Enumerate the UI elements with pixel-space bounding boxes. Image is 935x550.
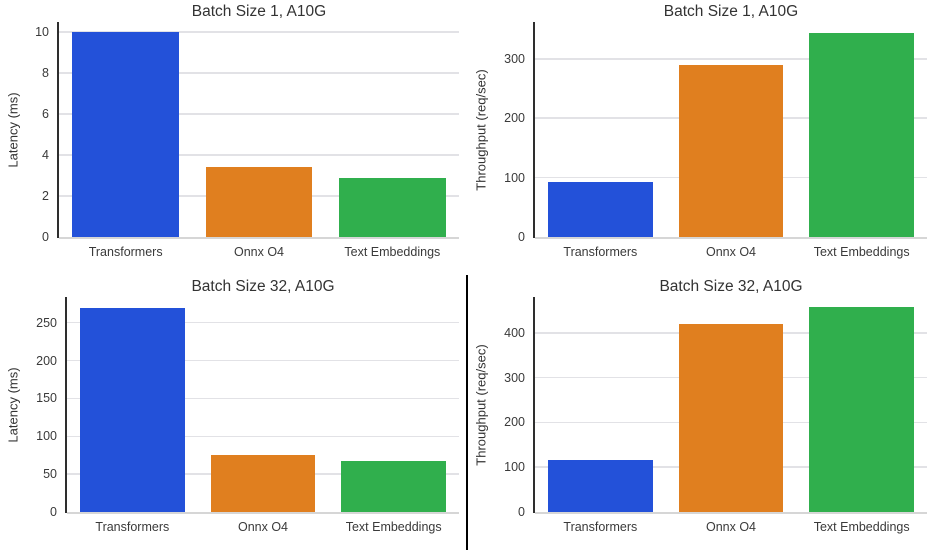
- bar-transformers: [80, 307, 185, 512]
- x-tick-label: Text Embeddings: [813, 520, 910, 534]
- y-tick-label: 0: [42, 230, 49, 244]
- bar-transformers: [548, 460, 653, 512]
- y-axis-label: Throughput (req/sec): [473, 343, 489, 466]
- y-tick-label: 6: [42, 107, 49, 122]
- y-gridline: [67, 435, 459, 438]
- y-tick-label: 200: [504, 415, 525, 430]
- chart-throughput-batch1: Batch Size 1, A10G Throughput (req/sec) 0 1…: [468, 0, 935, 275]
- x-tick-label: Transformers: [563, 245, 638, 259]
- y-axis-spine: [65, 297, 67, 513]
- y-tick-label: 100: [36, 429, 57, 444]
- y-gridline: [67, 321, 459, 324]
- chart-throughput-batch32: Batch Size 32, A10G Throughput (req/sec) 0…: [468, 275, 935, 550]
- bar-onnx-o4: [210, 455, 316, 512]
- y-tick-label: 150: [36, 391, 57, 406]
- bar-text-embeddings: [341, 460, 446, 512]
- bar-transformers: [548, 182, 653, 237]
- y-tick-label: 300: [504, 370, 525, 385]
- y-axis-spine: [533, 22, 535, 238]
- y-axis-spine: [57, 22, 59, 238]
- chart-title: Batch Size 1, A10G: [663, 3, 799, 20]
- y-tick-label: 4: [42, 148, 49, 163]
- x-tick-label: Text Embeddings: [344, 245, 441, 259]
- vertical-divider-line: [466, 275, 468, 550]
- bar-onnx-o4: [678, 323, 784, 512]
- x-axis-baseline: [535, 512, 927, 514]
- y-gridline: [59, 31, 459, 33]
- x-tick-label: Transformers: [95, 520, 170, 534]
- y-tick-label: 200: [36, 353, 57, 368]
- x-axis-baseline: [535, 237, 927, 239]
- y-gridline: [59, 154, 459, 156]
- y-axis-label: Throughput (req/sec): [473, 68, 489, 191]
- y-tick-label: 300: [504, 51, 525, 66]
- y-axis-label: Latency (ms): [5, 366, 21, 443]
- y-tick-label: 10: [35, 25, 49, 40]
- y-gridline: [67, 397, 459, 400]
- bar-onnx-o4: [205, 167, 313, 237]
- y-tick-label: 100: [504, 460, 525, 475]
- y-gridline: [67, 359, 459, 362]
- x-tick-label: Onnx O4: [233, 245, 285, 259]
- y-tick-label: 0: [50, 505, 57, 519]
- y-axis-label: Latency (ms): [5, 91, 21, 168]
- bar-onnx-o4: [678, 64, 784, 237]
- y-tick-label: 2: [42, 189, 49, 204]
- x-tick-label: Onnx O4: [705, 520, 757, 534]
- y-tick-label: 50: [43, 467, 57, 482]
- y-axis-spine: [533, 297, 535, 513]
- y-tick-label: 250: [36, 315, 57, 330]
- y-gridline: [59, 113, 459, 115]
- chart-latency-batch1: Batch Size 1, A10G Latency (ms) 0 2 4 6 8 10 Tra…: [0, 0, 467, 275]
- chart-latency-batch32: Batch Size 32, A10G Latency (ms) 0 50 100 150…: [0, 275, 467, 550]
- x-tick-label: Onnx O4: [237, 520, 289, 534]
- y-tick-label: 0: [518, 505, 525, 519]
- chart-title: Batch Size 32, A10G: [659, 278, 803, 295]
- x-axis-baseline: [59, 237, 459, 239]
- y-gridline: [535, 58, 927, 60]
- y-tick-label: 8: [42, 66, 49, 81]
- bar-text-embeddings: [809, 32, 914, 237]
- y-tick-label: 200: [504, 111, 525, 126]
- bar-transformers: [72, 32, 179, 237]
- bar-text-embeddings: [339, 177, 446, 237]
- y-gridline: [59, 72, 459, 74]
- chart-title: Batch Size 32, A10G: [191, 278, 335, 295]
- y-tick-label: 100: [504, 170, 525, 185]
- chart-title: Batch Size 1, A10G: [191, 3, 327, 20]
- x-tick-label: Text Embeddings: [345, 520, 442, 534]
- bar-text-embeddings: [809, 307, 914, 512]
- x-tick-label: Onnx O4: [705, 245, 757, 259]
- x-tick-label: Transformers: [563, 520, 638, 534]
- x-tick-label: Transformers: [88, 245, 163, 259]
- x-axis-baseline: [67, 512, 459, 514]
- x-tick-label: Text Embeddings: [813, 245, 910, 259]
- y-tick-label: 400: [504, 325, 525, 340]
- y-tick-label: 0: [518, 230, 525, 244]
